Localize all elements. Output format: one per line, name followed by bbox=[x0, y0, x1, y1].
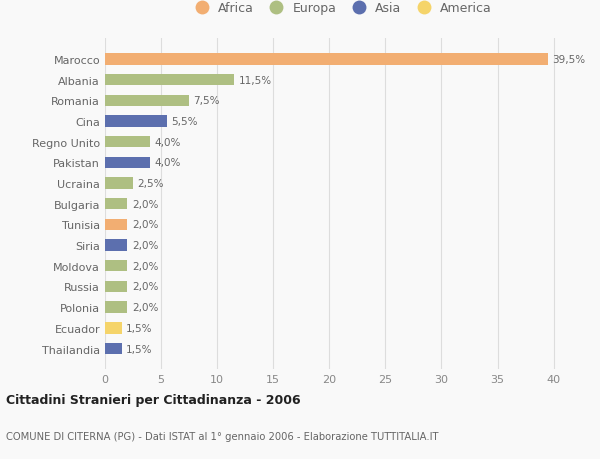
Text: 2,0%: 2,0% bbox=[132, 261, 158, 271]
Text: 1,5%: 1,5% bbox=[127, 323, 153, 333]
Text: 2,0%: 2,0% bbox=[132, 282, 158, 292]
Bar bbox=[105, 75, 234, 86]
Text: Cittadini Stranieri per Cittadinanza - 2006: Cittadini Stranieri per Cittadinanza - 2… bbox=[6, 393, 301, 406]
Bar bbox=[105, 323, 122, 334]
Text: 2,0%: 2,0% bbox=[132, 241, 158, 251]
Bar bbox=[105, 199, 127, 210]
Text: 4,0%: 4,0% bbox=[154, 137, 181, 147]
Text: 2,0%: 2,0% bbox=[132, 220, 158, 230]
Text: 4,0%: 4,0% bbox=[154, 158, 181, 168]
Bar bbox=[105, 281, 127, 292]
Text: COMUNE DI CITERNA (PG) - Dati ISTAT al 1° gennaio 2006 - Elaborazione TUTTITALIA: COMUNE DI CITERNA (PG) - Dati ISTAT al 1… bbox=[6, 431, 439, 441]
Text: 2,0%: 2,0% bbox=[132, 199, 158, 209]
Text: 39,5%: 39,5% bbox=[553, 55, 586, 65]
Bar bbox=[105, 240, 127, 251]
Bar bbox=[105, 343, 122, 354]
Text: 1,5%: 1,5% bbox=[127, 344, 153, 354]
Bar bbox=[105, 261, 127, 272]
Legend: Africa, Europa, Asia, America: Africa, Europa, Asia, America bbox=[189, 2, 492, 15]
Text: 11,5%: 11,5% bbox=[238, 75, 272, 85]
Bar bbox=[105, 137, 150, 148]
Text: 7,5%: 7,5% bbox=[194, 96, 220, 106]
Bar bbox=[105, 178, 133, 189]
Text: 2,0%: 2,0% bbox=[132, 302, 158, 313]
Bar bbox=[105, 116, 167, 127]
Bar bbox=[105, 157, 150, 168]
Bar bbox=[105, 302, 127, 313]
Bar bbox=[105, 54, 548, 65]
Bar bbox=[105, 95, 189, 106]
Bar bbox=[105, 219, 127, 230]
Text: 2,5%: 2,5% bbox=[137, 179, 164, 189]
Text: 5,5%: 5,5% bbox=[171, 117, 197, 127]
